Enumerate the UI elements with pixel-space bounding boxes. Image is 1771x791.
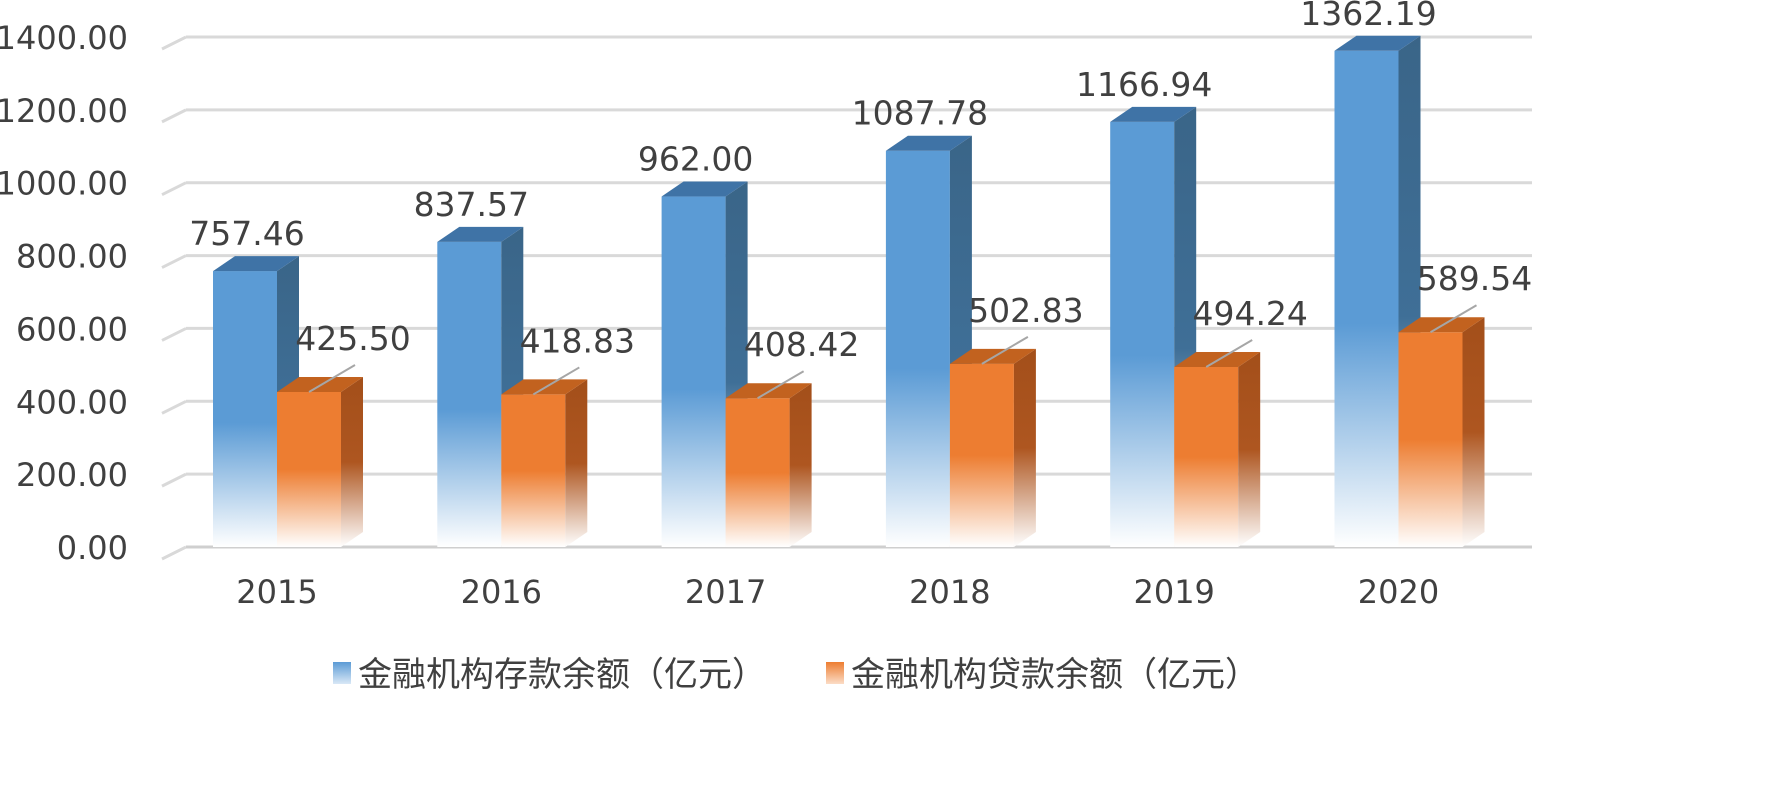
leader-line xyxy=(1429,304,1478,334)
data-label: 1166.94 xyxy=(1076,65,1212,104)
legend-label-loans: 金融机构贷款余额（亿元） xyxy=(851,655,1259,695)
data-label: 962.00 xyxy=(638,140,753,179)
x-tick-label: 2018 xyxy=(909,573,990,611)
legend-label-deposits: 金融机构存款余额（亿元） xyxy=(358,655,766,695)
leader-line xyxy=(308,364,356,393)
bar xyxy=(885,150,950,547)
bar-side xyxy=(1238,351,1261,547)
x-tick-label: 2017 xyxy=(685,573,766,611)
y-tick-label: 1000.00 xyxy=(0,165,128,203)
bar xyxy=(1174,366,1239,547)
leader-line xyxy=(532,366,580,396)
bar-top xyxy=(1110,106,1197,122)
data-label: 502.83 xyxy=(968,291,1083,330)
bar-side xyxy=(1013,348,1036,547)
bar-top xyxy=(213,256,299,272)
bar-top xyxy=(661,181,748,197)
leader-line xyxy=(981,335,1029,365)
y-tick-label: 800.00 xyxy=(16,238,128,276)
bar-top xyxy=(437,226,524,242)
bar xyxy=(949,363,1014,547)
bar xyxy=(1334,50,1399,547)
data-label: 757.46 xyxy=(189,214,304,253)
bar xyxy=(501,394,566,547)
data-label: 425.50 xyxy=(295,319,410,358)
bar xyxy=(661,196,726,548)
data-label: 418.83 xyxy=(520,321,635,360)
bar xyxy=(725,398,790,547)
gridline-depth xyxy=(161,472,187,488)
data-label: 1362.19 xyxy=(1300,0,1436,33)
data-label: 1087.78 xyxy=(852,94,988,133)
gridline-depth xyxy=(161,545,187,561)
x-axis: 2015 2016 2017 2018 2019 2020 xyxy=(236,573,1439,611)
bar xyxy=(1398,332,1463,547)
bar-top xyxy=(1334,35,1421,51)
data-labels: 757.46 425.50 837.57 418.83 962.00 408.42 1087… xyxy=(189,0,1532,400)
leader-line xyxy=(757,370,805,400)
legend: 金融机构存款余额（亿元） 金融机构贷款余额（亿元） xyxy=(333,655,1259,695)
bar xyxy=(1110,121,1175,548)
y-tick-label: 600.00 xyxy=(16,310,128,348)
bars xyxy=(213,35,1485,548)
gridline-depth xyxy=(161,108,187,124)
bar xyxy=(213,271,277,547)
data-label: 494.24 xyxy=(1192,294,1307,333)
gridline-depth xyxy=(161,181,187,197)
x-tick-label: 2016 xyxy=(461,573,542,611)
bar-top xyxy=(885,135,972,151)
data-label: 589.54 xyxy=(1417,259,1532,298)
y-tick-label: 1200.00 xyxy=(0,92,128,130)
x-tick-label: 2015 xyxy=(236,573,317,611)
bar-side xyxy=(789,383,812,547)
gridline-depth xyxy=(161,254,187,269)
gridline-depth xyxy=(161,35,187,51)
bar xyxy=(277,391,341,547)
bar-side xyxy=(1462,317,1485,547)
x-tick-label: 2019 xyxy=(1133,573,1214,611)
legend-swatch-loans xyxy=(826,662,844,684)
gridline-depth xyxy=(161,327,187,342)
y-tick-label: 400.00 xyxy=(16,383,128,421)
legend-swatch-deposits xyxy=(333,662,351,684)
bar-side xyxy=(341,376,363,547)
bar xyxy=(437,241,502,548)
bar-side xyxy=(565,379,588,547)
gridline-depth xyxy=(161,399,187,415)
y-tick-label: 200.00 xyxy=(16,456,128,494)
leader-line xyxy=(1205,339,1253,368)
y-tick-label: 0.00 xyxy=(57,529,128,567)
x-tick-label: 2020 xyxy=(1358,573,1439,611)
data-label: 408.42 xyxy=(744,325,859,364)
data-label: 837.57 xyxy=(414,185,529,224)
y-tick-label: 1400.00 xyxy=(0,19,128,57)
y-axis: 0.00 200.00 400.00 600.00 800.00 1000.00 1200.… xyxy=(0,19,128,567)
gridlines xyxy=(161,35,1532,561)
